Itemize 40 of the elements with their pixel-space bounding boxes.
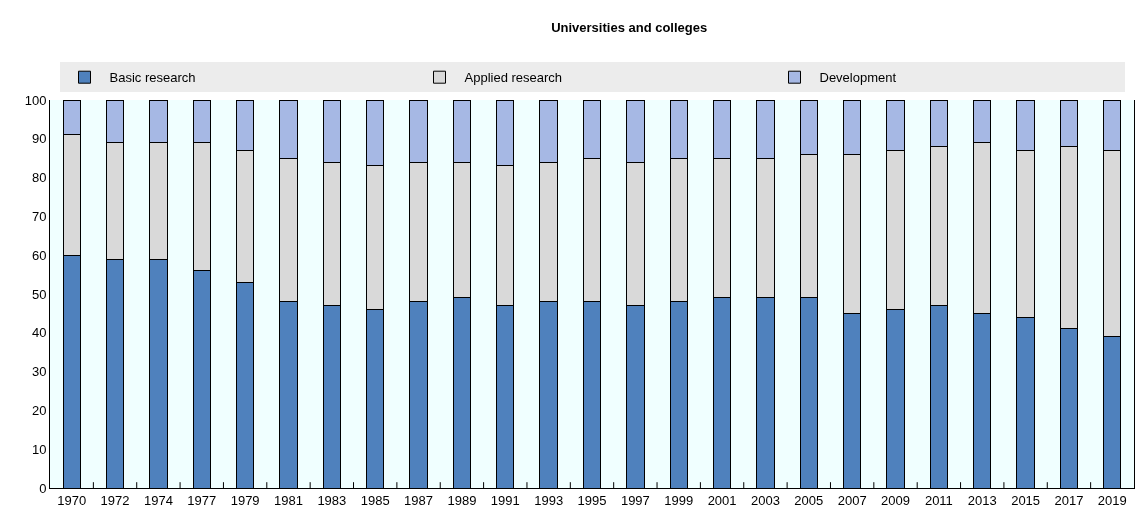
- x-tick-label: 1974: [143, 492, 173, 508]
- y-tick-label: 100: [24, 92, 47, 108]
- y-tick-label: 0: [39, 480, 47, 496]
- x-tick-label: 2015: [1011, 492, 1041, 508]
- x-tick-label: 2001: [707, 492, 737, 508]
- x-tick-label: 2011: [924, 492, 953, 508]
- y-tick-label: 10: [31, 441, 47, 457]
- x-tick-label: 2005: [794, 492, 824, 508]
- x-tick-label: 2007: [837, 492, 867, 508]
- x-tick-label: 2019: [1097, 492, 1127, 508]
- x-tick-label: 2009: [881, 492, 910, 508]
- x-tick-label: 1977: [187, 492, 217, 508]
- x-tick-label: 1970: [57, 492, 87, 508]
- y-tick-label: 40: [31, 325, 47, 341]
- y-tick-label: 20: [31, 402, 47, 418]
- x-tick-label: 1979: [230, 492, 260, 508]
- legend-label: Development: [819, 70, 897, 86]
- y-tick-label: 50: [31, 286, 47, 302]
- x-tick-label: 1999: [664, 492, 694, 508]
- legend-label: Basic research: [109, 70, 196, 86]
- y-tick-label: 30: [31, 364, 47, 380]
- x-tick-label: 1972: [100, 492, 130, 508]
- x-tick-label: 1983: [317, 492, 347, 508]
- x-tick-label: 2003: [750, 492, 780, 508]
- x-tick-label: 1987: [404, 492, 434, 508]
- x-tick-label: 1991: [490, 492, 520, 508]
- x-tick-label: 1989: [447, 492, 477, 508]
- x-tick-label: 2013: [967, 492, 997, 508]
- legend-label: Applied research: [464, 70, 563, 86]
- y-tick-label: 60: [31, 247, 47, 263]
- x-tick-label: 1997: [620, 492, 650, 508]
- y-tick-label: 90: [31, 131, 47, 147]
- x-tick-label: 1993: [534, 492, 564, 508]
- x-tick-label: 1985: [360, 492, 390, 508]
- chart-title: Universities and colleges: [551, 20, 708, 36]
- y-tick-label: 70: [31, 208, 47, 224]
- x-tick-label: 1981: [274, 492, 303, 508]
- x-tick-label: 2017: [1054, 492, 1084, 508]
- x-tick-label: 1995: [577, 492, 607, 508]
- y-tick-label: 80: [31, 170, 47, 186]
